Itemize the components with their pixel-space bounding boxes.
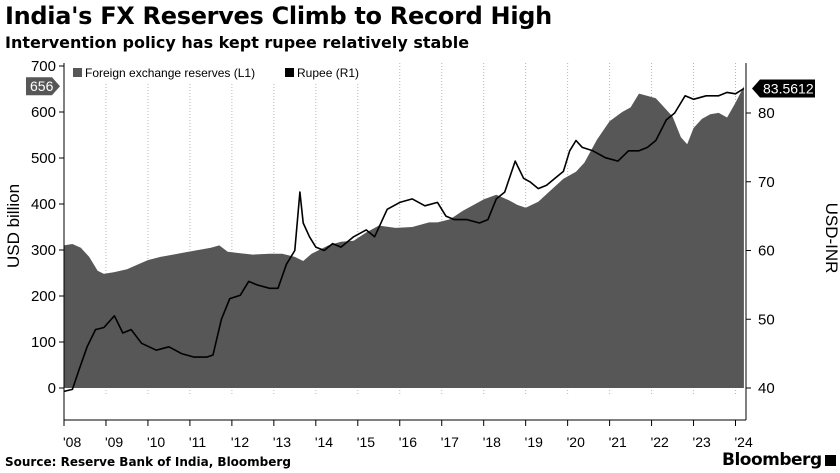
right-value-label: 83.5612 <box>763 81 814 97</box>
legend-swatch-reserves <box>73 68 82 77</box>
x-tick-label: '23 <box>693 434 711 450</box>
brand-icon <box>825 455 836 466</box>
x-tick-label: '11 <box>189 434 206 450</box>
y2-tick-label: 70 <box>758 174 775 191</box>
y-tick-label: 700 <box>31 58 56 75</box>
right-value-tag <box>752 79 815 98</box>
y-tick-label: 200 <box>31 288 56 305</box>
x-tick-label: '21 <box>609 434 627 450</box>
x-tick-label: '10 <box>147 434 165 450</box>
x-tick-label: '17 <box>441 434 459 450</box>
x-tick-label: '08 <box>63 434 81 450</box>
x-tick-label: '13 <box>273 434 291 450</box>
legend-label-reserves: Foreign exchange reserves (L1) <box>85 66 255 80</box>
chart-title: India's FX Reserves Climb to Record High <box>5 2 552 30</box>
source-note: Source: Reserve Bank of India, Bloomberg <box>5 455 291 469</box>
rupee-line <box>63 87 745 393</box>
x-tick-label: '14 <box>315 434 333 450</box>
y-tick-label: 100 <box>31 334 56 351</box>
reserves-area <box>64 86 744 388</box>
y2-tick-label: 80 <box>758 105 775 122</box>
y-tick-label: 500 <box>31 150 56 167</box>
x-tick-label: '22 <box>651 434 669 450</box>
left-value-tag <box>26 77 60 96</box>
legend-swatch-rupee <box>285 68 294 77</box>
y-tick-label: 300 <box>31 242 56 259</box>
y-axis-title: USD billion <box>4 184 23 268</box>
x-tick-label: '09 <box>105 434 123 450</box>
left-value-label: 656 <box>30 78 54 94</box>
x-tick-label: '20 <box>567 434 585 450</box>
x-tick-label: '15 <box>357 434 375 450</box>
x-tick-label: '24 <box>735 434 753 450</box>
chart-subtitle: Intervention policy has kept rupee relat… <box>5 33 470 52</box>
y2-axis-title: USD-INR <box>822 203 840 274</box>
x-tick-label: '12 <box>231 434 249 450</box>
y-tick-label: 400 <box>31 196 56 213</box>
x-tick-label: '19 <box>525 434 543 450</box>
y2-tick-label: 60 <box>758 243 775 260</box>
legend-label-rupee: Rupee (R1) <box>297 66 359 80</box>
legend-box <box>68 63 373 83</box>
x-tick-label: '18 <box>483 434 501 450</box>
y2-tick-label: 50 <box>758 311 775 328</box>
y2-tick-label: 40 <box>758 380 775 397</box>
x-tick-label: '16 <box>399 434 417 450</box>
y-tick-label: 0 <box>48 380 56 397</box>
y-tick-label: 600 <box>31 104 56 121</box>
brand-logo: Bloomberg <box>722 450 822 470</box>
